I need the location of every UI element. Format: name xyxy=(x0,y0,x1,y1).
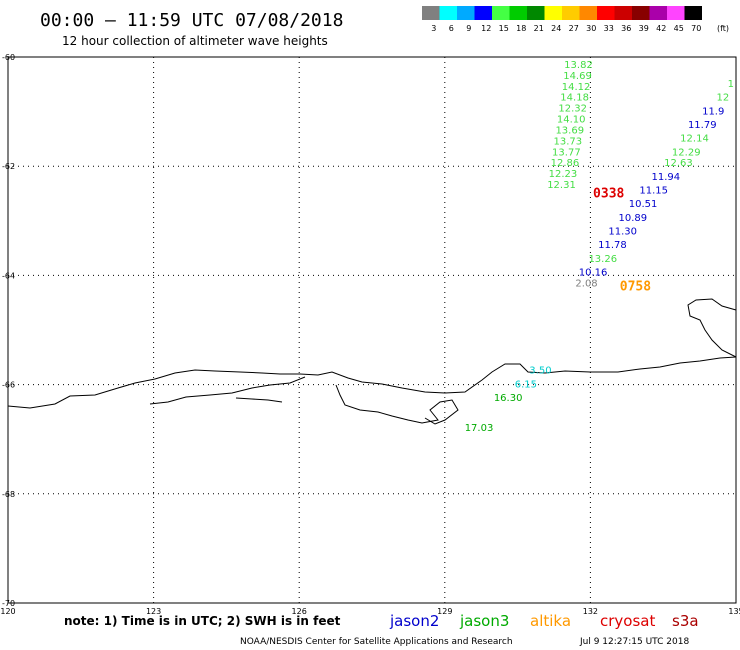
track-a-value-8: 13.77 xyxy=(552,147,581,158)
legend-label-70: 70 xyxy=(691,24,701,33)
legend-label-27: 27 xyxy=(569,24,579,33)
track-a-value-10: 12.23 xyxy=(549,169,578,180)
lon-label-129: 129 xyxy=(437,607,452,616)
track-a-value-0: 13.82 xyxy=(564,60,593,71)
satellite-altika: altika xyxy=(530,612,571,630)
lon-label-123: 123 xyxy=(146,607,161,616)
track-b-value-6: 12.63 xyxy=(664,158,693,169)
coastline xyxy=(7,298,737,425)
track-a-value-3: 14.18 xyxy=(560,93,589,104)
footer-timestamp: Jul 9 12:27:15 UTC 2018 xyxy=(579,637,689,647)
track-a-value-4: 12.32 xyxy=(558,104,587,115)
pass-time-1: 0758 xyxy=(620,279,651,294)
pass-time-0: 0338 xyxy=(593,187,624,202)
map-subtitle: 12 hour collection of altimeter wave hei… xyxy=(62,34,328,48)
legend-swatch-27 xyxy=(562,6,580,20)
track-b-value-4: 12.14 xyxy=(680,134,709,145)
legend-swatch-6 xyxy=(439,6,457,20)
lon-label-135: 135 xyxy=(728,607,740,616)
track-a-value-11: 12.31 xyxy=(547,180,576,191)
track-a-value-5: 14.10 xyxy=(557,115,586,126)
color-legend: 3 6 9 12 15 18 21 24 27 30 33 36 39 42 45 70 xyxy=(422,6,702,33)
legend-label-45: 45 xyxy=(674,24,684,33)
track-b-value-14: 10.16 xyxy=(579,267,608,278)
track-b-value-1: 12 xyxy=(716,93,729,104)
legend-swatch-42 xyxy=(649,6,667,20)
legend-swatch-21 xyxy=(527,6,545,20)
footer-note: note: 1) Time is in UTC; 2) SWH is in fe… xyxy=(64,614,341,628)
lat-label--64: -64 xyxy=(2,271,15,280)
legend-swatch-30 xyxy=(579,6,597,20)
legend-swatch-9 xyxy=(457,6,475,20)
legend-label-33: 33 xyxy=(604,24,614,33)
track-b-value-7: 11.94 xyxy=(652,172,681,183)
satellite-legend: jason2 jason3 altika cryosat s3a xyxy=(389,612,699,630)
track-b-value-12: 11.78 xyxy=(598,240,627,251)
map-frame xyxy=(7,56,737,604)
legend-label-21: 21 xyxy=(534,24,544,33)
map-title: 00:00 – 11:59 UTC 07/08/2018 xyxy=(40,10,343,31)
legend-label-15: 15 xyxy=(499,24,509,33)
legend-swatch-18 xyxy=(509,6,527,20)
satellite-jason3: jason3 xyxy=(459,612,509,630)
legend-swatch-12 xyxy=(474,6,492,20)
track-b-value-5: 12.29 xyxy=(672,147,701,158)
legend-label-24: 24 xyxy=(551,24,561,33)
track-c-value-3: 17.03 xyxy=(465,423,494,434)
legend-label-3: 3 xyxy=(431,24,436,33)
graticule: 120123126129132135-60-62-64-66-68-70 xyxy=(0,53,740,616)
legend-label-36: 36 xyxy=(621,24,631,33)
legend-swatch-36 xyxy=(614,6,632,20)
lat-label--68: -68 xyxy=(2,490,15,499)
altimeter-tracks: 13.8214.6914.1214.1812.3214.1013.6913.73… xyxy=(465,60,734,434)
coastline-east-bay xyxy=(687,298,737,358)
coastline-peninsula xyxy=(149,376,306,405)
lon-label-126: 126 xyxy=(292,607,307,616)
satellite-jason2: jason2 xyxy=(389,612,439,630)
footer-credit: NOAA/NESDIS Center for Satellite Applica… xyxy=(240,637,513,647)
legend-swatch-45 xyxy=(667,6,685,20)
legend-swatch-39 xyxy=(632,6,650,20)
track-c-value-2: 16.30 xyxy=(494,393,523,404)
track-a-value-6: 13.69 xyxy=(555,125,584,136)
legend-swatch-3 xyxy=(422,6,440,20)
legend-label-39: 39 xyxy=(639,24,649,33)
satellite-cryosat: cryosat xyxy=(600,612,655,630)
legend-label-30: 30 xyxy=(586,24,596,33)
track-c-value-1: 6.15 xyxy=(515,379,537,390)
track-b-value-10: 10.89 xyxy=(619,213,648,224)
track-b-value-11: 11.30 xyxy=(608,226,637,237)
lon-label-132: 132 xyxy=(583,607,598,616)
legend-swatch-15 xyxy=(492,6,510,20)
track-a-value-1: 14.69 xyxy=(563,71,592,82)
track-b-value-15: 2.08 xyxy=(575,278,597,289)
track-b-value-9: 10.51 xyxy=(629,199,658,210)
track-b-value-8: 11.15 xyxy=(639,186,668,197)
track-b-value-0: 1 xyxy=(728,79,734,90)
legend-swatch-24 xyxy=(544,6,562,20)
lat-label--66: -66 xyxy=(2,381,15,390)
lat-label--62: -62 xyxy=(2,162,15,171)
track-a-value-7: 13.73 xyxy=(554,136,583,147)
satellite-s3a: s3a xyxy=(672,612,699,630)
track-b-value-13: 13.26 xyxy=(588,254,617,265)
track-b-value-3: 11.79 xyxy=(688,120,717,131)
track-b-value-2: 11.9 xyxy=(702,106,724,117)
coastline-main xyxy=(7,356,737,409)
legend-label-12: 12 xyxy=(481,24,491,33)
legend-swatch-70 xyxy=(684,6,702,20)
legend-label-9: 9 xyxy=(466,24,471,33)
track-a-value-9: 12.86 xyxy=(551,158,580,169)
legend-label-6: 6 xyxy=(449,24,454,33)
track-c-value-0: 3.50 xyxy=(529,366,551,377)
track-a-value-2: 14.12 xyxy=(562,82,591,93)
coastline-inlet xyxy=(335,384,459,425)
legend-unit: (ft) xyxy=(717,24,729,33)
lon-label-120: 120 xyxy=(0,607,15,616)
legend-label-18: 18 xyxy=(516,24,526,33)
legend-swatch-33 xyxy=(597,6,615,20)
legend-label-42: 42 xyxy=(656,24,666,33)
coastline-islet xyxy=(235,397,283,403)
